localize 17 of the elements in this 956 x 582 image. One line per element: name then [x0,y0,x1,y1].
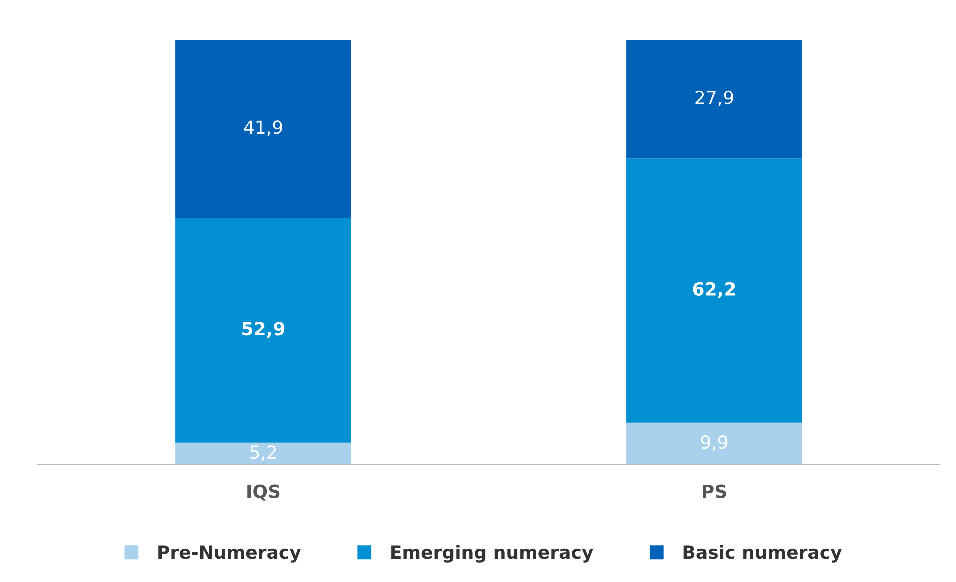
data-label: 41,9 [244,120,282,136]
legend-label: Pre-Numeracy [158,546,302,563]
data-label: 62,2 [693,282,736,298]
data-label: 5,2 [250,446,276,462]
data-label: 27,9 [696,90,734,106]
bar [176,40,352,218]
bar [626,422,802,465]
legend-label: Emerging numeracy [392,545,594,563]
bar [626,40,802,159]
x-tick-label: IQS [248,484,280,501]
legend-label: Basic numeracy [684,545,842,563]
bar [626,158,802,423]
data-label: 9,9 [701,436,728,452]
x-tick-label: PS [703,484,726,498]
data-label: 52,9 [242,322,285,338]
bar [176,218,352,443]
bar [176,442,352,465]
